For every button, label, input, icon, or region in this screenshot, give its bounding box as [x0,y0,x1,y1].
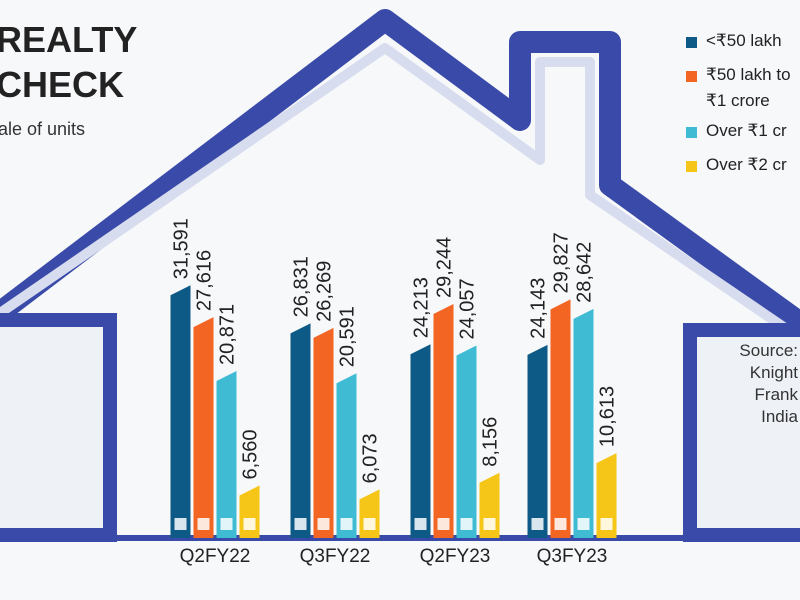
value-label: 29,244 [434,237,456,298]
window-icon [197,518,210,530]
bar [456,345,477,538]
bar [359,489,380,538]
window-icon [577,518,590,530]
bar [170,285,191,538]
x-tick-label: Q2FY22 [180,546,251,567]
right-wall [683,323,800,542]
legend-label: <₹50 lakh [706,31,782,50]
value-label: 28,642 [574,242,596,303]
window-icon [483,518,496,530]
value-label: 24,057 [457,278,479,339]
legend-label: Over ₹1 cr [706,121,787,140]
value-label: 6,560 [240,429,262,479]
bar [550,299,571,538]
window-icon [317,518,330,530]
legend-swatch [686,37,697,48]
title: REALTY [0,19,137,60]
bar [410,344,431,538]
value-label: 10,613 [597,386,619,447]
value-label: 24,213 [411,277,433,338]
bar [433,304,454,538]
window-icon [340,518,353,530]
bar [216,371,237,538]
x-tick-label: Q3FY23 [537,546,608,567]
subtitle: ale of units [0,119,85,139]
bar [290,323,311,538]
window-icon [294,518,307,530]
window-icon [554,518,567,530]
legend-swatch [686,127,697,138]
value-label: 26,269 [314,261,336,322]
bar [239,485,260,538]
value-label: 24,143 [528,278,550,339]
window-icon [600,518,613,530]
value-label: 29,827 [551,232,573,293]
window-icon [363,518,376,530]
roof-inner [0,43,800,345]
legend-swatch [686,161,697,172]
x-tick-label: Q3FY22 [300,546,371,567]
value-label: 20,591 [337,306,359,367]
window-icon [531,518,544,530]
bar [527,344,548,538]
window-icon [460,518,473,530]
value-label: 27,616 [194,250,216,311]
x-tick-label: Q2FY23 [420,546,491,567]
legend-label: Over ₹2 cr [706,155,787,174]
source: Source: Knight Frank India [739,341,798,426]
value-label: 8,156 [480,417,502,467]
window-icon [243,518,256,530]
title-line2: CHECK [0,64,124,105]
legend-swatch [686,71,697,82]
roof [0,9,800,337]
window-icon [220,518,233,530]
bar [596,453,617,538]
value-label: 26,831 [291,256,313,317]
value-label: 20,871 [217,304,239,365]
value-label: 6,073 [360,433,382,483]
bar [336,373,357,538]
value-label: 31,591 [171,218,193,279]
window-icon [437,518,450,530]
window-icon [174,518,187,530]
bar [573,308,594,538]
bar [193,317,214,538]
legend-label: ₹50 lakh to ₹1 crore [706,65,791,110]
bar [313,327,334,538]
window-icon [414,518,427,530]
left-wall [0,313,117,542]
